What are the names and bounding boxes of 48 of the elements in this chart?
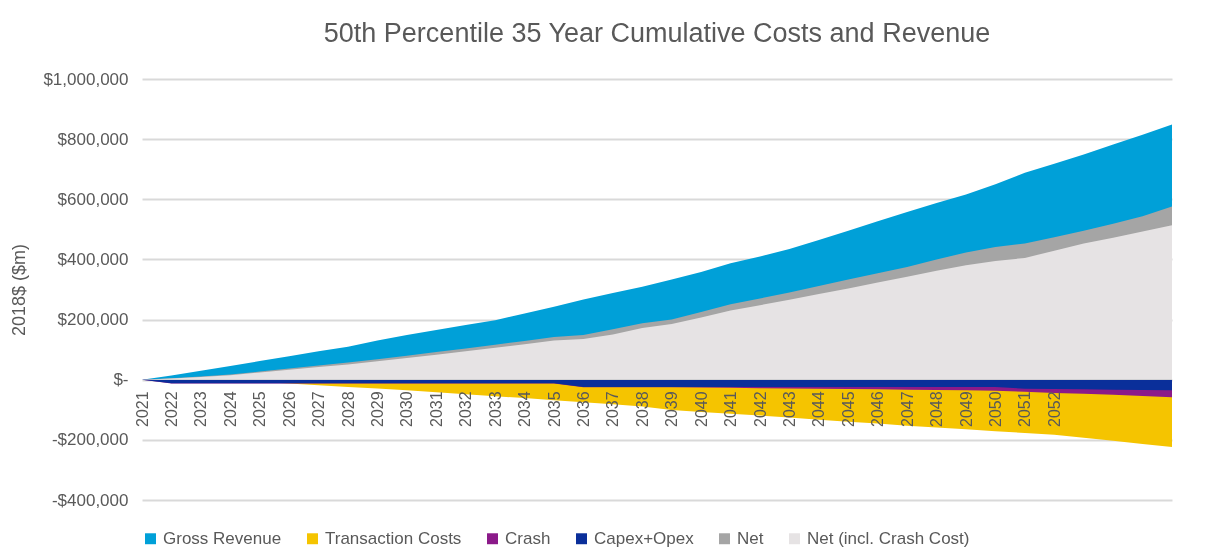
legend-label: Net (737, 528, 764, 548)
x-tick-label: 2042 (751, 391, 769, 427)
y-tick-label: $- (113, 370, 129, 390)
x-tick-label: 2027 (310, 391, 328, 427)
legend-label: Gross Revenue (163, 528, 282, 548)
x-tick-label: 2029 (368, 391, 386, 427)
legend-label: Transaction Costs (325, 528, 462, 548)
x-tick-label: 2034 (516, 391, 534, 427)
x-tick-label: 2031 (427, 391, 445, 427)
y-tick-label: $800,000 (57, 129, 129, 149)
x-tick-label: 2043 (780, 391, 798, 427)
x-tick-label: 2033 (486, 391, 504, 427)
chart-title: 50th Percentile 35 Year Cumulative Costs and Revenue (323, 18, 991, 48)
x-tick-label: 2032 (457, 391, 475, 427)
y-axis-title: 2018$ ($m) (9, 243, 30, 337)
x-tick-label: 2047 (898, 391, 916, 427)
x-tick-label: 2038 (633, 391, 651, 427)
legend-label: Net (incl. Crash Cost) (807, 528, 970, 548)
x-tick-label: 2023 (192, 391, 210, 427)
x-tick-label: 2041 (722, 391, 740, 427)
x-tick-label: 2044 (810, 391, 828, 427)
x-tick-label: 2046 (869, 391, 887, 427)
x-tick-label: 2021 (133, 391, 151, 427)
y-tick-label: -$200,000 (51, 430, 129, 450)
x-tick-label: 2037 (604, 391, 622, 427)
y-tick-label: $400,000 (57, 249, 129, 269)
legend-label: Capex+Opex (594, 528, 695, 548)
x-tick-label: 2040 (692, 391, 710, 427)
x-tick-label: 2039 (663, 391, 681, 427)
x-tick-label: 2025 (251, 391, 269, 427)
y-tick-label: $1,000,000 (43, 69, 129, 89)
y-tick-label: -$400,000 (51, 490, 129, 510)
x-tick-label: 2050 (986, 391, 1004, 427)
x-tick-label: 2035 (545, 391, 563, 427)
x-tick-label: 2048 (928, 391, 946, 427)
x-tick-label: 2030 (398, 391, 416, 427)
legend-label: Crash (505, 528, 551, 548)
x-tick-label: 2045 (839, 391, 857, 427)
x-tick-label: 2049 (957, 391, 975, 427)
x-tick-label: 2036 (574, 391, 592, 427)
x-tick-label: 2052 (1045, 391, 1063, 427)
y-tick-label: $200,000 (57, 310, 129, 330)
x-tick-label: 2028 (339, 391, 357, 427)
x-tick-label: 2022 (162, 391, 180, 427)
y-tick-label: $600,000 (57, 189, 129, 209)
x-tick-label: 2026 (280, 391, 298, 427)
x-tick-label: 2024 (221, 391, 239, 427)
x-tick-label: 2051 (1016, 391, 1034, 427)
